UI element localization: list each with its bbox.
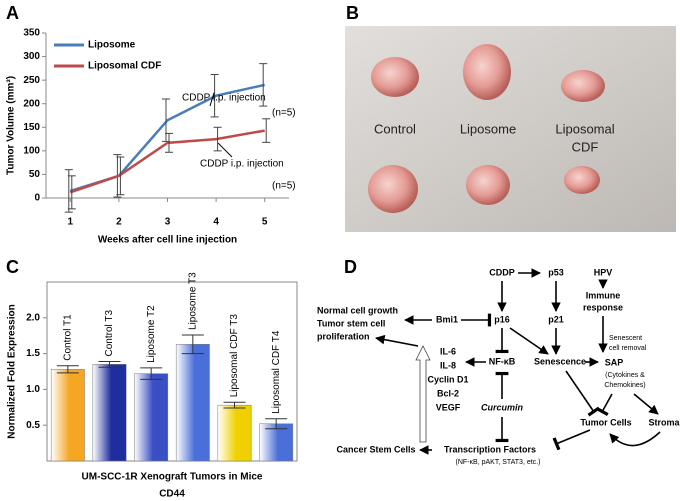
y-tick-label: 300 (23, 51, 40, 62)
node: proliferation (317, 331, 370, 341)
y-tick-label: 0 (34, 193, 40, 204)
x-tick-label: Liposome T2 (146, 305, 157, 363)
node: cell removal (609, 345, 647, 352)
panel-label: A (6, 3, 19, 23)
node: CDDP (489, 267, 515, 277)
bar (175, 344, 210, 462)
panel-label: D (344, 257, 357, 277)
photo: Control Liposome Liposomal CDF (345, 26, 676, 232)
y-axis-label: Normalized Fold Expression (7, 304, 18, 438)
x-tick-label: Control T3 (104, 310, 115, 357)
node: SAP (605, 357, 624, 367)
annotation: (n=5) (272, 108, 296, 119)
tumor (466, 165, 510, 205)
photo-label: Control (374, 121, 416, 136)
y-tick-label: 1.0 (26, 384, 40, 395)
inhibition (565, 370, 600, 417)
node: p16 (494, 314, 510, 324)
node: (NF-κB, pAKT, STAT3, etc.) (456, 459, 541, 466)
node: Senescent (609, 335, 642, 342)
node: NF-κB (489, 356, 516, 366)
x-tick-label: 3 (165, 217, 171, 228)
y-tick-label: 350 (23, 28, 40, 39)
y-tick-label: 2.0 (26, 312, 40, 323)
y-tick-label: 200 (23, 98, 40, 109)
node: VEGF (436, 402, 461, 412)
arrow (609, 431, 661, 447)
legend-label: Liposomal CDF (88, 61, 161, 72)
x-tick-label: 5 (262, 217, 268, 228)
y-tick-label: 1.5 (26, 348, 40, 359)
tumor (463, 44, 511, 100)
node: p21 (548, 314, 564, 324)
bar (134, 373, 169, 462)
inhibition (595, 393, 613, 417)
x-tick-label: 2 (116, 217, 122, 228)
node: Senescence (534, 356, 586, 366)
plot-frame (46, 281, 298, 462)
series-line (69, 129, 265, 194)
hollow-arrow (415, 345, 431, 443)
photo-label: Liposomal (555, 121, 614, 136)
x-axis-label: UM-SCC-1R Xenograft Tumors in Mice (82, 472, 263, 483)
y-axis-label: Tumor Volume (mm³) (6, 76, 17, 175)
x-tick-label: Liposomal CDF T3 (229, 314, 240, 398)
y-tick-label: 100 (23, 145, 40, 156)
x-axis-label: Weeks after cell line injection (98, 235, 237, 246)
node: p53 (548, 267, 564, 277)
arrow (633, 393, 659, 415)
node: IL-8 (440, 360, 456, 370)
bar (92, 364, 127, 462)
node: Cyclin D1 (427, 374, 468, 384)
photo-label: Liposome (460, 121, 516, 136)
arrow (509, 327, 549, 355)
x-tick-label: Liposomal CDF T4 (271, 330, 282, 414)
arrow (375, 334, 419, 347)
y-tick-label: 50 (29, 169, 41, 180)
node: HPV (594, 267, 613, 277)
photo-label: CDF (572, 139, 599, 154)
y-tick-label: 0.5 (26, 420, 40, 431)
node: (Cytokines & (605, 372, 645, 379)
diagram: CDDP p53 HPV Immune response Normal cell… (317, 267, 680, 465)
node: IL-6 (440, 346, 456, 356)
annotation: (n=5) (272, 181, 296, 192)
node: Transcription Factors (444, 444, 536, 454)
node: Bmi1 (436, 314, 458, 324)
node: Curcumin (481, 402, 524, 412)
x-tick-label: Liposome T3 (187, 272, 198, 330)
node: Immune (586, 290, 621, 300)
panel-label: B (346, 3, 359, 23)
caption: CD44 (159, 489, 185, 500)
bar (217, 404, 252, 462)
y-tick-label: 150 (23, 122, 40, 133)
tumor (368, 165, 418, 213)
node: Chemokines) (604, 382, 645, 389)
inhibition (552, 429, 591, 451)
x-tick-label: Control T1 (62, 314, 73, 361)
tumor (564, 166, 600, 194)
node: Bcl-2 (437, 388, 459, 398)
annotation-arrow (217, 142, 233, 158)
panel-label: C (6, 257, 19, 277)
bar (50, 369, 85, 462)
annotation: CDDP i.p. injection (200, 159, 284, 170)
node: response (583, 302, 623, 312)
bar (259, 423, 294, 462)
annotation: CDDP i.p. injection (182, 93, 266, 104)
node: Stroma (648, 417, 680, 427)
y-tick-label: 250 (23, 75, 40, 86)
tumor (561, 70, 605, 102)
node: Cancer Stem Cells (336, 444, 415, 454)
tumor (371, 57, 419, 97)
node: Normal cell growth (317, 305, 398, 315)
node: Tumor stem cell (317, 318, 385, 328)
annotation-arrow (209, 92, 215, 107)
legend-label: Liposome (88, 40, 136, 51)
node: Tumor Cells (580, 417, 631, 427)
x-tick-label: 4 (213, 217, 219, 228)
x-tick-label: 1 (68, 217, 74, 228)
